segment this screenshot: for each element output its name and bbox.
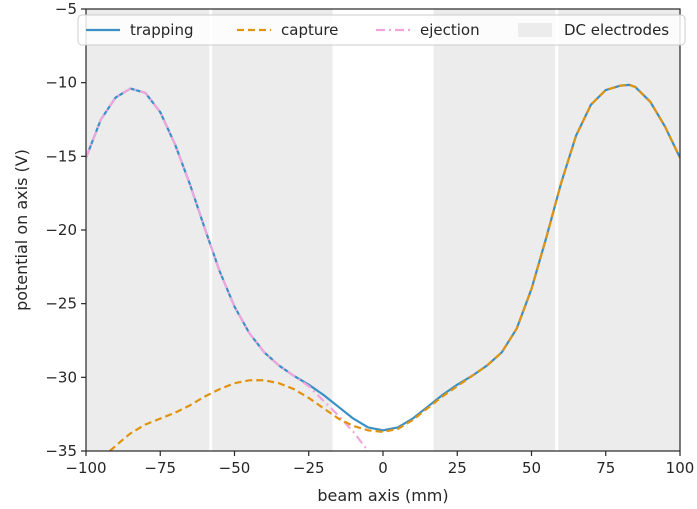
x-tick-label: 75 [596, 459, 615, 477]
legend-label-dc-electrodes: DC electrodes [564, 21, 669, 39]
y-tick-label: −35 [45, 442, 77, 460]
axes: −100 −75 −50 −25 0 25 50 75 100 −35 −30 −25 −20 −15 −1… [12, 0, 694, 505]
dc-electrode-region [212, 9, 333, 451]
y-tick-label: −30 [45, 368, 77, 386]
y-tick-label: −20 [45, 221, 77, 239]
legend-swatch-dc-electrodes [518, 23, 552, 37]
x-tick-label: 25 [448, 459, 467, 477]
legend-label-trapping: trapping [130, 21, 193, 39]
legend: trapping capture ejection DC electrodes [77, 14, 686, 46]
x-tick-label: −25 [293, 459, 325, 477]
series-line-ejection [86, 87, 370, 451]
legend-label-ejection: ejection [420, 21, 480, 39]
x-tick-label: −50 [219, 459, 251, 477]
x-axis-label: beam axis (mm) [317, 486, 448, 505]
x-tick-label: 50 [522, 459, 541, 477]
dc-electrode-region [86, 9, 210, 451]
y-tick-label: −25 [45, 295, 77, 313]
y-tick-label: −5 [55, 0, 77, 18]
x-tick-label: −75 [144, 459, 176, 477]
x-tick-label: 0 [378, 459, 388, 477]
series-line-capture [109, 83, 680, 451]
x-tick-label: 100 [666, 459, 695, 477]
y-axis-label: potential on axis (V) [12, 149, 31, 311]
y-tick-label: −10 [45, 74, 77, 92]
x-tick-label: −100 [65, 459, 106, 477]
dc-electrode-region [433, 9, 556, 451]
dc-electrode-region [558, 9, 680, 451]
legend-label-capture: capture [281, 21, 338, 39]
series-layer [86, 83, 680, 451]
y-tick-label: −15 [45, 147, 77, 165]
plot-area [86, 9, 680, 451]
